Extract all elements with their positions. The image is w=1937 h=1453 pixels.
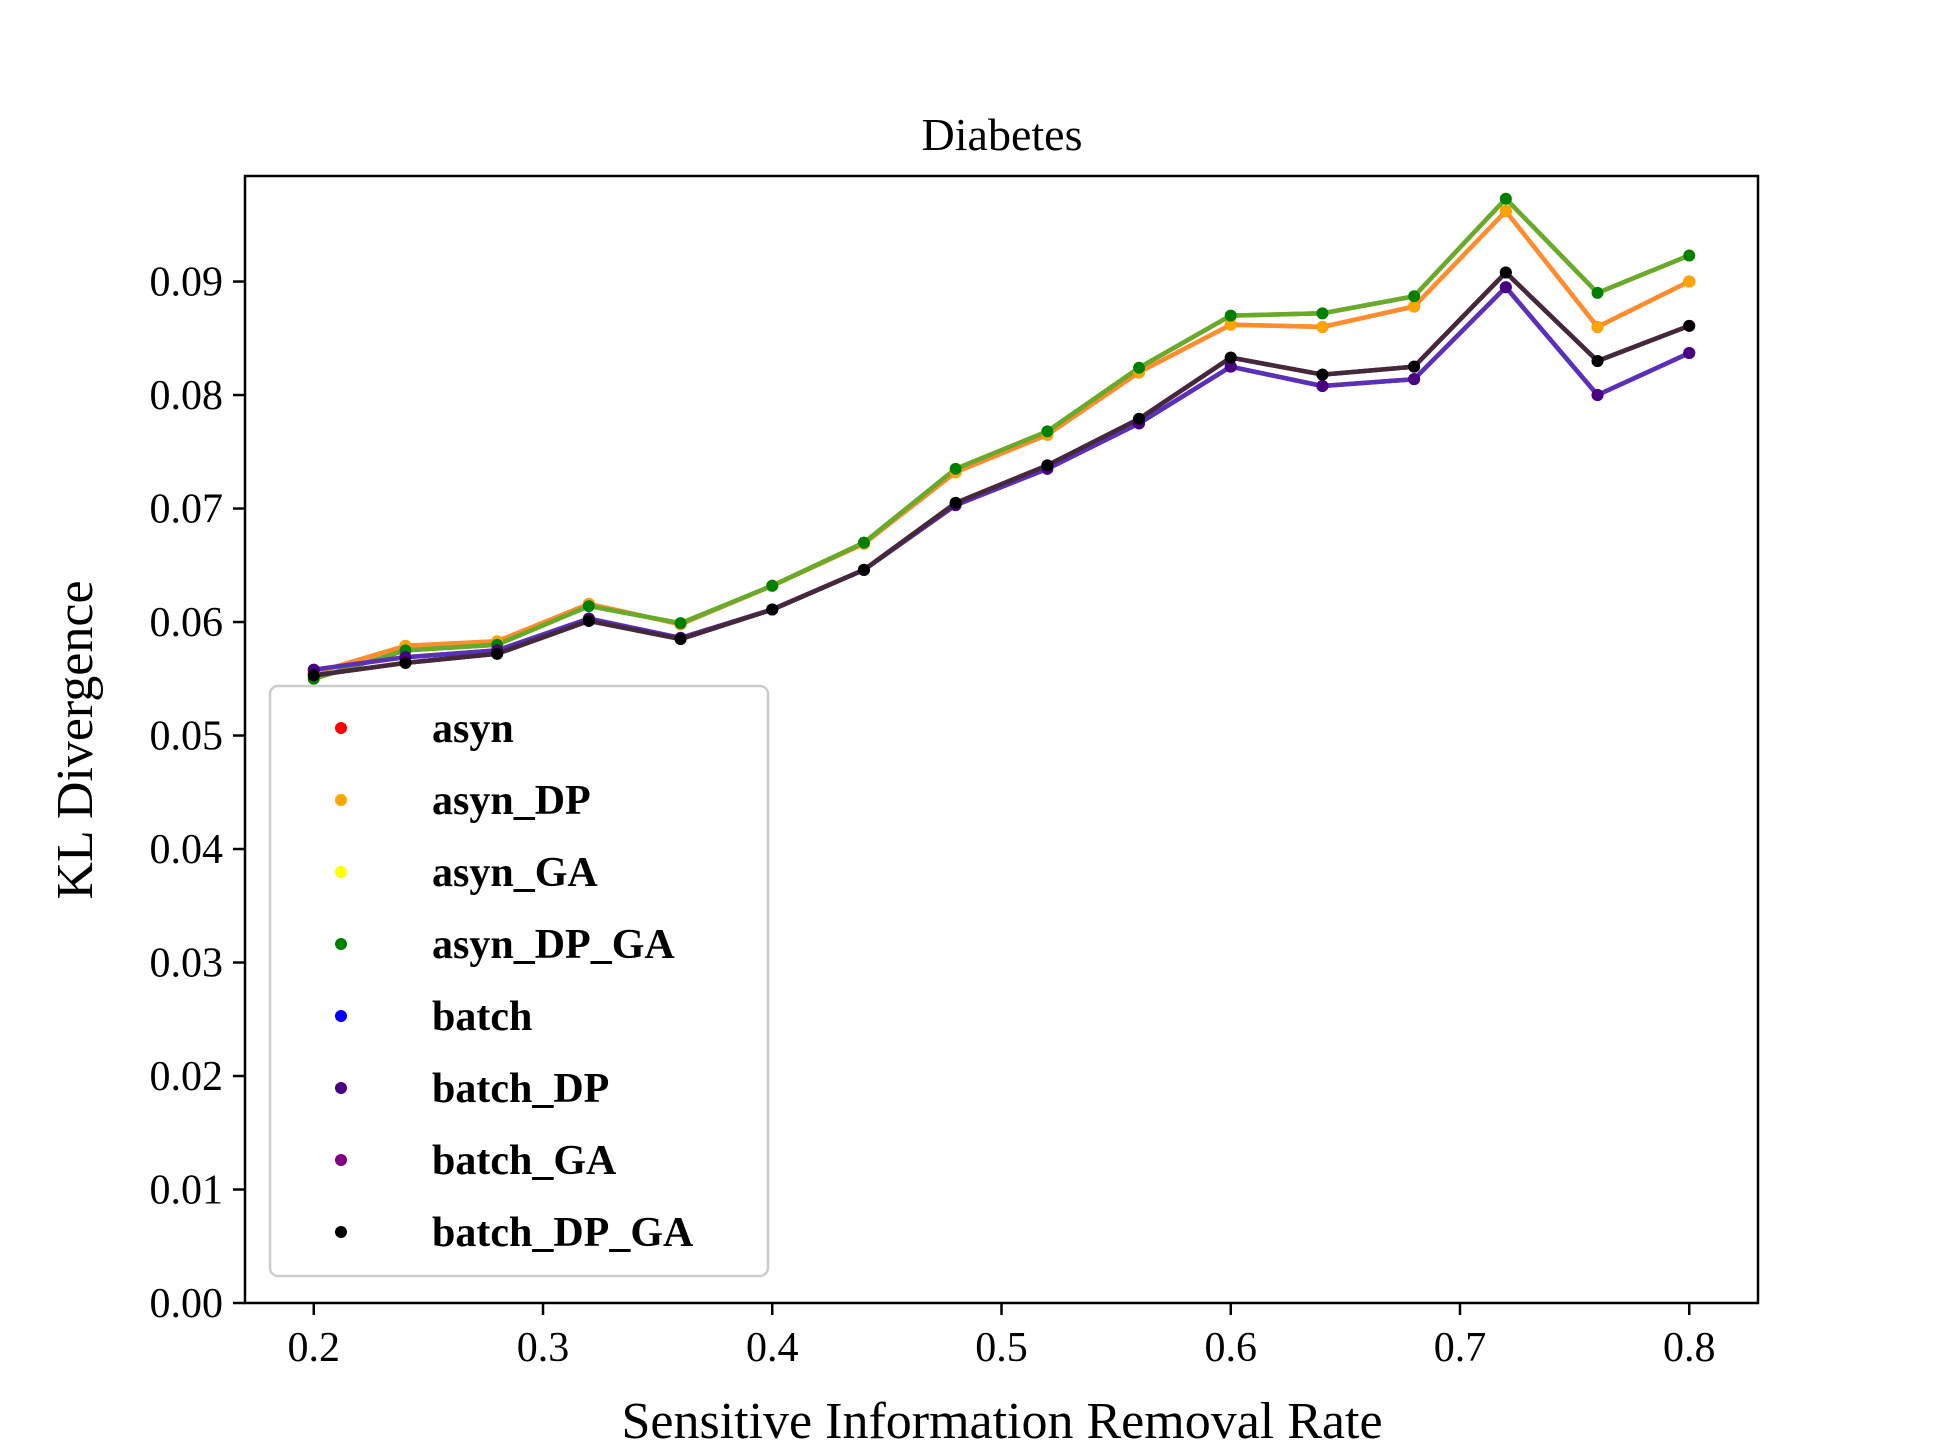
legend-label: batch_DP bbox=[432, 1066, 609, 1112]
legend-marker bbox=[335, 1154, 347, 1166]
data-point-batch-dp-ga bbox=[1316, 368, 1329, 381]
chart-title: Diabetes bbox=[922, 109, 1083, 160]
y-axis-ticks: 0.00 0.01 0.02 0.03 0.04 0.05 0.06 0.07 0.08 0.09 bbox=[150, 260, 245, 1327]
data-point-batch-dp-ga bbox=[1683, 319, 1696, 332]
data-point-batch-dp-ga bbox=[1133, 412, 1146, 425]
y-tick-label: 0.06 bbox=[150, 600, 224, 646]
data-point-batch-dp bbox=[1591, 389, 1604, 402]
data-point-asyn-dp-ga bbox=[766, 579, 779, 592]
data-point-asyn-dp-ga bbox=[1316, 307, 1329, 320]
data-point-batch-dp-ga bbox=[399, 656, 412, 669]
series-line-batch-dp-ga bbox=[311, 270, 1692, 678]
data-point-asyn-dp bbox=[1316, 320, 1329, 333]
data-point-asyn-dp-ga bbox=[949, 462, 962, 475]
data-point-batch-dp bbox=[1683, 347, 1696, 360]
x-tick-label: 0.7 bbox=[1434, 1325, 1487, 1371]
x-tick-label: 0.4 bbox=[746, 1325, 799, 1371]
legend-marker bbox=[335, 1010, 347, 1022]
data-point-batch-dp bbox=[1499, 281, 1512, 294]
y-tick-label: 0.04 bbox=[150, 827, 224, 873]
y-axis-label: KL Divergence bbox=[47, 580, 104, 899]
legend-marker bbox=[335, 866, 347, 878]
data-point-asyn-dp-ga bbox=[1683, 249, 1696, 262]
x-axis-ticks: 0.2 0.3 0.4 0.5 0.6 0.7 0.8 bbox=[288, 1303, 1716, 1371]
data-point-batch-dp bbox=[1224, 360, 1237, 373]
data-point-batch-dp-ga bbox=[491, 647, 504, 660]
series-line-asyn-dp-ga bbox=[311, 196, 1692, 682]
series-line-asyn-dp bbox=[311, 208, 1692, 676]
legend-marker bbox=[335, 794, 347, 806]
data-point-asyn-dp-ga bbox=[582, 600, 595, 613]
y-tick-label: 0.05 bbox=[150, 714, 224, 760]
data-point-asyn-dp-ga bbox=[857, 536, 870, 549]
series-line-batch-dp bbox=[311, 284, 1692, 672]
data-point-batch-dp-ga bbox=[1499, 266, 1512, 279]
legend-label: batch_DP_GA bbox=[432, 1210, 694, 1256]
legend-marker bbox=[335, 722, 347, 734]
legend-label: asyn bbox=[432, 706, 514, 752]
legend-marker bbox=[335, 938, 347, 950]
data-point-batch-dp-ga bbox=[1408, 360, 1421, 373]
data-point-batch-dp-ga bbox=[949, 496, 962, 509]
data-point-asyn-dp-ga bbox=[674, 617, 687, 630]
legend-label: asyn_DP_GA bbox=[432, 922, 675, 968]
legend-label: asyn_DP bbox=[432, 778, 591, 824]
data-point-batch-dp-ga bbox=[857, 563, 870, 576]
series-points bbox=[307, 192, 1696, 685]
x-tick-label: 0.2 bbox=[288, 1325, 341, 1371]
x-tick-label: 0.8 bbox=[1663, 1325, 1716, 1371]
data-point-asyn-dp bbox=[1224, 318, 1237, 331]
x-axis-label: Sensitive Information Removal Rate bbox=[621, 1393, 1382, 1450]
legend-marker bbox=[335, 1226, 347, 1238]
data-point-asyn-dp-ga bbox=[1499, 192, 1512, 205]
data-point-asyn-dp-ga bbox=[1224, 309, 1237, 322]
data-point-asyn-dp bbox=[1591, 320, 1604, 333]
legend-marker bbox=[335, 1082, 347, 1094]
data-point-asyn-dp-ga bbox=[1041, 425, 1054, 438]
y-tick-label: 0.00 bbox=[150, 1281, 224, 1327]
legend-label: asyn_GA bbox=[432, 850, 598, 896]
y-tick-label: 0.02 bbox=[150, 1054, 224, 1100]
y-tick-label: 0.09 bbox=[150, 260, 224, 306]
x-tick-label: 0.6 bbox=[1204, 1325, 1257, 1371]
data-point-asyn-dp bbox=[1408, 300, 1421, 313]
data-point-batch-dp-ga bbox=[766, 603, 779, 616]
y-tick-label: 0.01 bbox=[150, 1168, 224, 1214]
data-point-batch-dp bbox=[1408, 373, 1421, 386]
data-point-asyn-dp-ga bbox=[1133, 361, 1146, 374]
data-point-asyn-dp bbox=[1683, 275, 1696, 288]
legend-label: batch_GA bbox=[432, 1138, 617, 1184]
data-point-batch-dp bbox=[1316, 379, 1329, 392]
data-point-batch-dp-ga bbox=[1041, 459, 1054, 472]
data-point-asyn-dp bbox=[1499, 205, 1512, 218]
data-point-batch-dp-ga bbox=[1224, 351, 1237, 364]
x-tick-label: 0.5 bbox=[975, 1325, 1028, 1371]
x-tick-label: 0.3 bbox=[517, 1325, 570, 1371]
y-tick-label: 0.03 bbox=[150, 941, 224, 987]
data-point-batch-dp-ga bbox=[582, 614, 595, 627]
data-point-batch-dp-ga bbox=[674, 633, 687, 646]
legend-box bbox=[268, 684, 770, 1278]
legend-label: batch bbox=[432, 994, 532, 1040]
y-tick-label: 0.08 bbox=[150, 373, 224, 419]
series-lines bbox=[311, 196, 1692, 682]
data-point-asyn-dp-ga bbox=[1591, 286, 1604, 299]
data-point-batch-dp-ga bbox=[1591, 354, 1604, 367]
data-point-batch-dp-ga bbox=[307, 669, 320, 682]
y-tick-label: 0.07 bbox=[150, 487, 224, 533]
data-point-asyn-dp-ga bbox=[1408, 290, 1421, 303]
